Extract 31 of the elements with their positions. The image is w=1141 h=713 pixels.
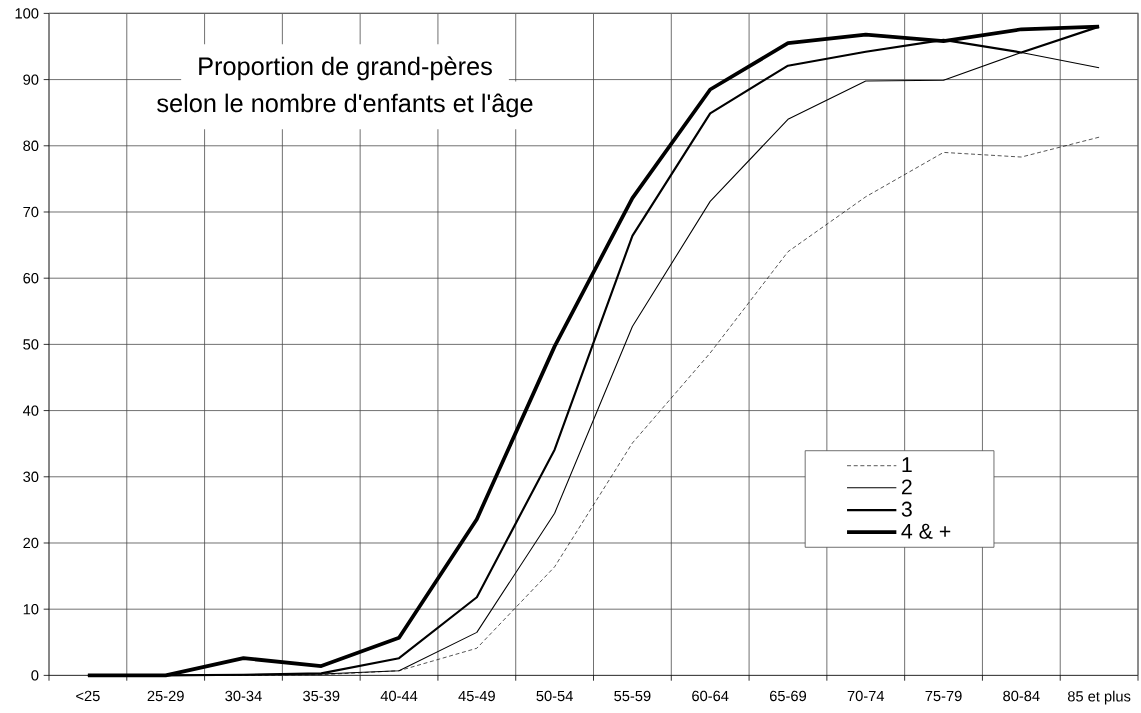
- x-tick-label: 60-64: [692, 690, 729, 702]
- y-tick-label: 60: [23, 273, 39, 284]
- x-tick-label: 40-44: [380, 690, 418, 702]
- x-tick-label: 85 et plus: [1067, 690, 1131, 705]
- x-tick-label: 75-79: [925, 690, 962, 702]
- y-tick-label: 90: [23, 74, 39, 85]
- x-tick-label: 70-74: [847, 690, 885, 702]
- x-tick-label: 45-49: [458, 690, 495, 702]
- y-tick-label: 10: [23, 604, 39, 615]
- y-tick-label: 100: [15, 8, 39, 19]
- x-tick-label: 55-59: [614, 690, 651, 702]
- x-tick-label: 25-29: [147, 690, 184, 702]
- y-tick-label: 40: [22, 405, 39, 416]
- y-tick-label: 0: [31, 670, 39, 681]
- text: Proportion de grand-pères: [199, 56, 492, 81]
- x-tick-label: <25: [76, 690, 100, 702]
- x-tick-label: 65-69: [769, 690, 807, 702]
- legend-label: 2: [901, 479, 912, 495]
- x-tick-label: 80-84: [1003, 690, 1040, 702]
- x-tick-label: 30-34: [225, 690, 262, 702]
- x-tick-label: 50-54: [536, 690, 573, 702]
- y-tick-label: 30: [23, 471, 39, 482]
- y-tick-label: 80: [23, 140, 39, 151]
- legend-label: 1: [902, 457, 912, 473]
- y-tick-label: 70: [23, 206, 39, 218]
- y-tick-label: 50: [23, 339, 39, 350]
- legend-label: 4 & +: [901, 523, 951, 539]
- legend-label: 3: [901, 501, 912, 517]
- y-tick-label: 20: [23, 537, 39, 549]
- x-tick-label: 35-39: [303, 690, 340, 702]
- text: selon le nombre d'enfants et l'âge: [157, 93, 533, 118]
